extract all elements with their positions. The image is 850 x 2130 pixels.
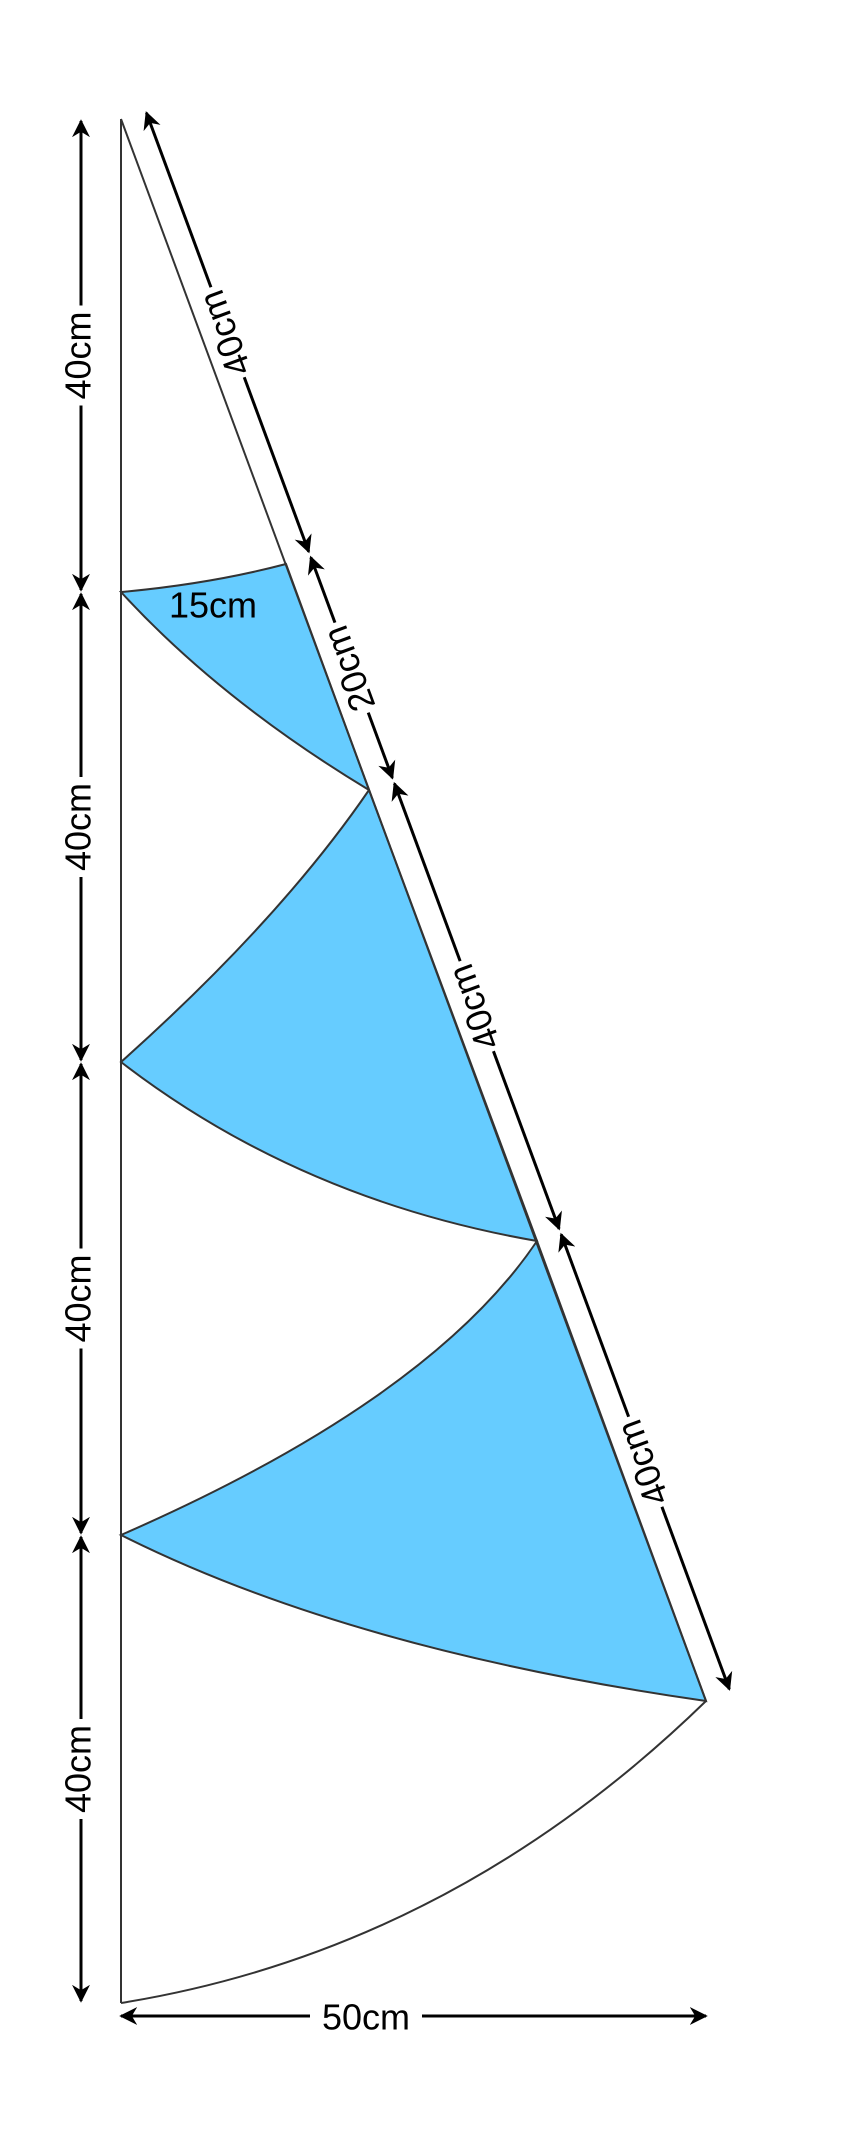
dimension-arrow <box>660 1506 733 1691</box>
dimension-arrow <box>558 1232 631 1418</box>
dimension-label: 40cm <box>58 1254 99 1342</box>
dimension-arrow <box>391 781 462 962</box>
dimension-label: 40cm <box>58 311 99 399</box>
bottom-curve <box>120 1700 707 2004</box>
diagonal-edge <box>120 118 707 1702</box>
width-label: 50cm <box>322 1997 410 2038</box>
dimension-label: 40cm <box>58 783 99 871</box>
dimension-arrow <box>242 376 312 554</box>
dimension-arrow <box>307 555 337 624</box>
flag-small <box>118 562 371 793</box>
flag-lower <box>118 1238 708 1703</box>
dimension-arrow <box>492 1050 562 1231</box>
dimension-arrow <box>143 111 213 288</box>
dimension-label: 40cm <box>58 1725 99 1813</box>
dimension-arrow <box>366 712 396 780</box>
triangle-label: 15cm <box>169 585 257 626</box>
